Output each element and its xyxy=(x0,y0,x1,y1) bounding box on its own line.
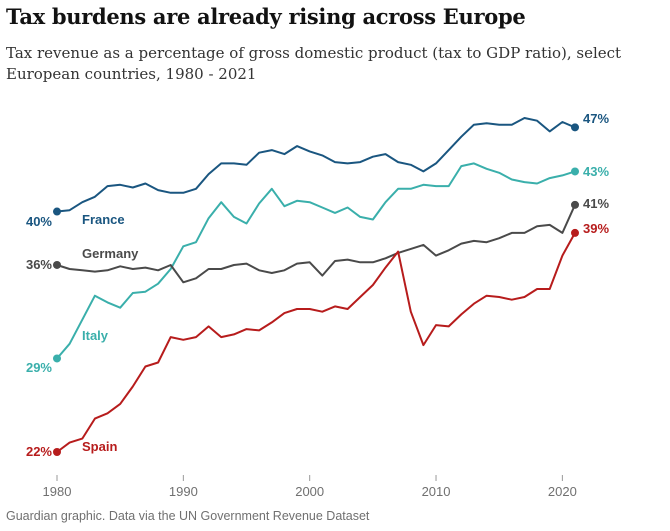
start-value-france: 40% xyxy=(26,214,52,229)
end-value-france: 47% xyxy=(583,111,609,126)
start-marker-france xyxy=(53,207,61,216)
series-name-spain: Spain xyxy=(82,439,117,454)
series-line-spain xyxy=(56,231,576,453)
series-line-italy xyxy=(56,162,576,360)
series-labels: France 40% 47% Italy 29% 43% Germany 36% 41% Spai… xyxy=(26,111,609,459)
series-line-germany xyxy=(56,203,576,284)
end-value-germany: 41% xyxy=(583,196,609,211)
x-tick-label-1990: 1990 xyxy=(169,484,198,499)
chart-title: Tax burdens are already rising across Eu… xyxy=(6,4,526,29)
end-marker-germany xyxy=(571,200,579,209)
start-value-germany: 36% xyxy=(26,257,52,272)
series-name-france: France xyxy=(82,212,125,227)
start-marker-germany xyxy=(53,260,61,269)
series-name-italy: Italy xyxy=(82,328,109,343)
start-marker-italy xyxy=(53,354,61,363)
series-markers xyxy=(53,123,579,456)
source-note: Guardian graphic. Data via the UN Govern… xyxy=(6,509,370,523)
x-tick-label-2020: 2020 xyxy=(548,484,577,499)
chart-subtitle: Tax revenue as a percentage of gross dom… xyxy=(6,44,622,83)
end-marker-italy xyxy=(571,167,579,176)
start-value-italy: 29% xyxy=(26,360,52,375)
x-tick-label-2000: 2000 xyxy=(295,484,324,499)
series-name-germany: Germany xyxy=(82,246,139,261)
series-line-france xyxy=(56,117,576,213)
start-value-spain: 22% xyxy=(26,444,52,459)
series-lines xyxy=(56,117,576,453)
x-axis: 1980 1990 2000 2010 2020 xyxy=(43,475,577,499)
start-marker-spain xyxy=(53,448,61,456)
end-value-italy: 43% xyxy=(583,164,609,179)
x-tick-label-1980: 1980 xyxy=(43,484,72,499)
end-value-spain: 39% xyxy=(583,221,609,236)
end-marker-france xyxy=(571,123,579,132)
end-marker-spain xyxy=(571,228,579,237)
x-tick-label-2010: 2010 xyxy=(422,484,451,499)
